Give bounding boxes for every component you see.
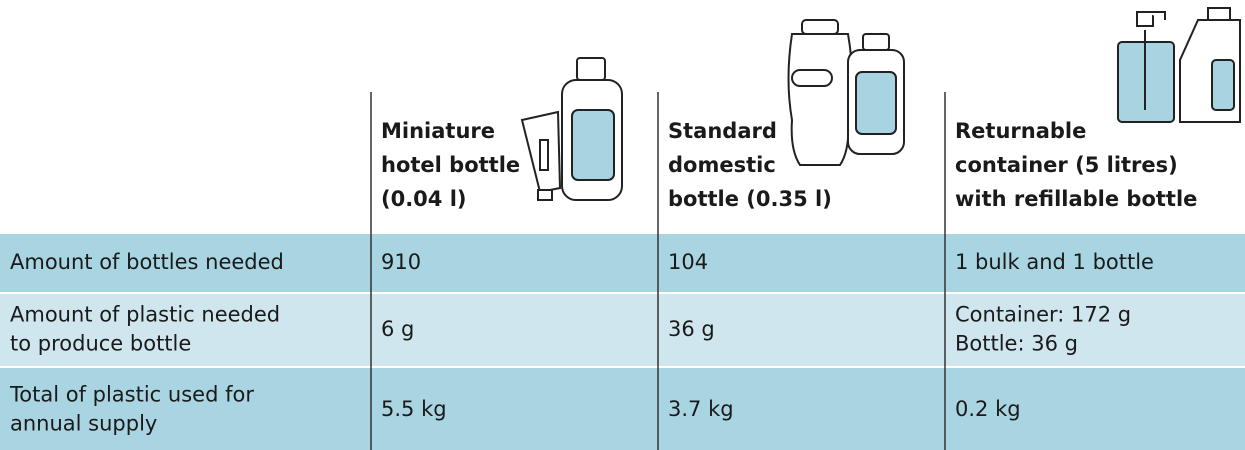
cell: 5.5 kg bbox=[381, 397, 447, 421]
row-bg bbox=[0, 294, 1245, 366]
column-header: container (5 litres) bbox=[955, 153, 1178, 177]
cell: 36 g bbox=[668, 317, 715, 341]
cell: 0.2 kg bbox=[955, 397, 1021, 421]
row-bg bbox=[0, 234, 1245, 292]
cell: 104 bbox=[668, 250, 708, 274]
row-label: Total of plastic used for bbox=[9, 383, 254, 407]
column-header: Miniature bbox=[381, 119, 495, 143]
row-label: annual supply bbox=[10, 412, 157, 436]
cell: 6 g bbox=[381, 317, 414, 341]
column-header: (0.04 l) bbox=[381, 187, 467, 211]
cell: Container: 172 g bbox=[955, 303, 1131, 327]
cell: Bottle: 36 g bbox=[955, 332, 1078, 356]
row-label: to produce bottle bbox=[10, 332, 191, 356]
column-header: hotel bottle bbox=[381, 153, 520, 177]
icon-miniature bbox=[520, 57, 623, 201]
column-header: with refillable bottle bbox=[955, 187, 1197, 211]
dividers bbox=[370, 92, 946, 450]
icon-returnable bbox=[1117, 7, 1241, 123]
column-header: domestic bbox=[668, 153, 776, 177]
cell: 1 bulk and 1 bottle bbox=[955, 250, 1154, 274]
column-header: Standard bbox=[668, 119, 777, 143]
column-header: bottle (0.35 l) bbox=[668, 187, 832, 211]
row-bg bbox=[0, 368, 1245, 450]
column-header: Returnable bbox=[955, 119, 1086, 143]
row-label: Amount of plastic needed bbox=[10, 303, 280, 327]
row-label: Amount of bottles needed bbox=[10, 250, 284, 274]
icon-standard bbox=[787, 19, 905, 166]
cell: 3.7 kg bbox=[668, 397, 734, 421]
cell: 910 bbox=[381, 250, 421, 274]
